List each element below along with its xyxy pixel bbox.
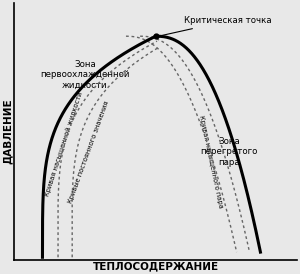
Text: Критическая точка: Критическая точка xyxy=(161,16,272,36)
Text: Кривая насыщенного пара: Кривая насыщенного пара xyxy=(198,115,224,209)
Text: Зона
перегретого
пара: Зона перегретого пара xyxy=(201,137,258,167)
Text: Кривые постоянного значения: Кривые постоянного значения xyxy=(68,100,110,204)
Text: Кривая насыщенной жидкости: Кривая насыщенной жидкости xyxy=(44,91,84,197)
Y-axis label: ДАВЛЕНИЕ: ДАВЛЕНИЕ xyxy=(3,98,13,164)
Text: Зона
первоохлажденной
жидкости: Зона первоохлажденной жидкости xyxy=(40,60,130,90)
X-axis label: ТЕПЛОСОДЕРЖАНИЕ: ТЕПЛОСОДЕРЖАНИЕ xyxy=(93,261,219,271)
